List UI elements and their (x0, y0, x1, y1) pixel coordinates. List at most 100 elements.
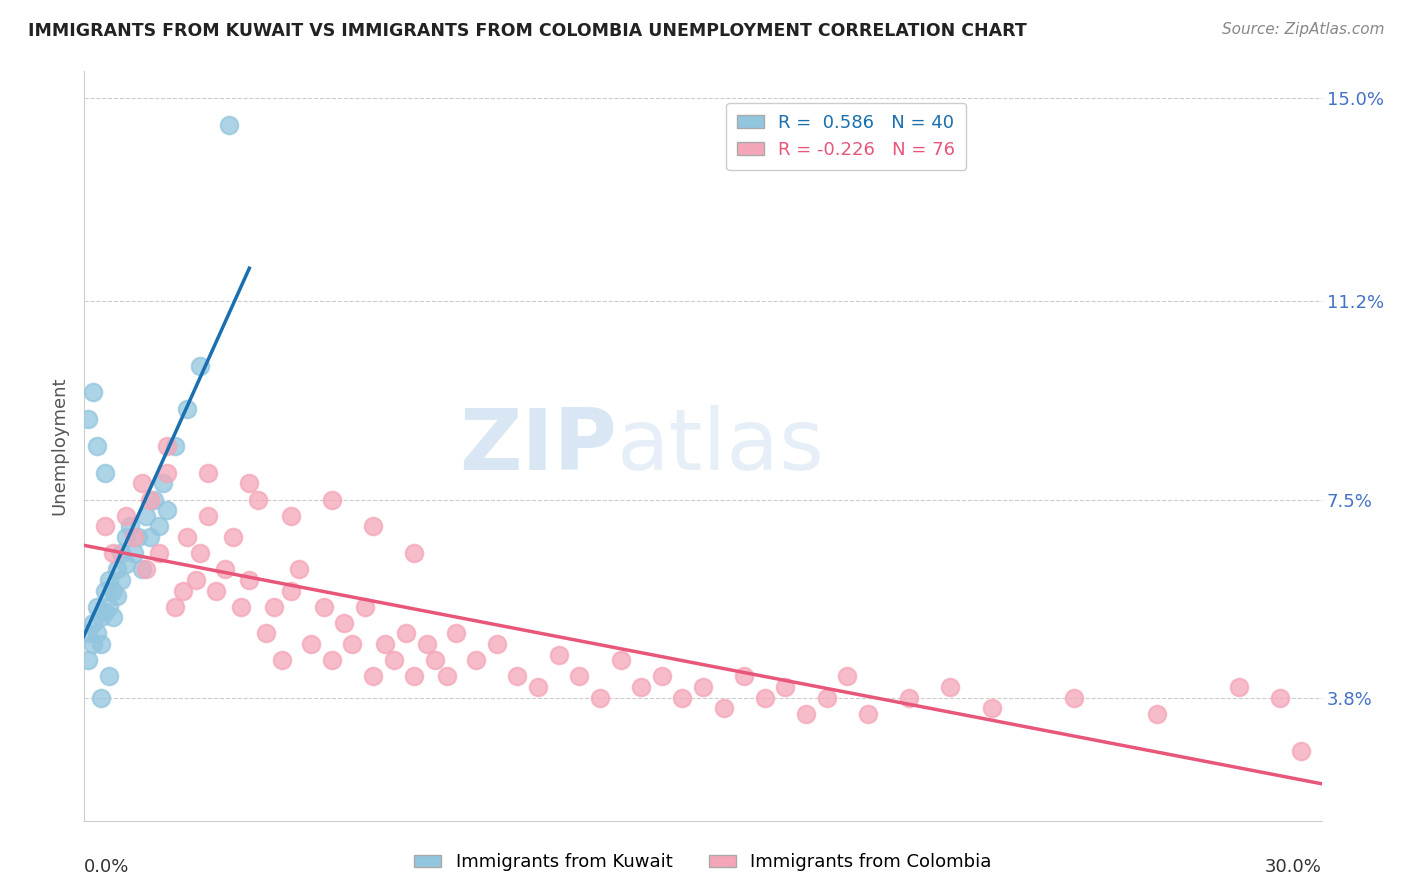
Text: IMMIGRANTS FROM KUWAIT VS IMMIGRANTS FROM COLOMBIA UNEMPLOYMENT CORRELATION CHAR: IMMIGRANTS FROM KUWAIT VS IMMIGRANTS FRO… (28, 22, 1026, 40)
Point (856, 706, 879, 721)
Point (568, 669, 591, 683)
Point (118, 519, 141, 533)
Point (94, 605, 117, 619)
Point (321, 653, 343, 667)
Point (342, 637, 364, 651)
Point (90, 610, 112, 624)
Point (197, 466, 219, 480)
Point (122, 530, 145, 544)
Point (692, 680, 714, 694)
Point (1063, 690, 1085, 705)
Point (980, 701, 1002, 715)
Point (103, 610, 125, 624)
Point (837, 669, 859, 683)
Point (197, 508, 219, 523)
Point (90, 637, 112, 651)
Point (122, 546, 145, 560)
Point (361, 669, 384, 683)
Point (103, 546, 125, 560)
Point (152, 476, 174, 491)
Text: 0.0%: 0.0% (84, 858, 129, 876)
Point (156, 439, 179, 453)
Point (176, 401, 198, 416)
Point (794, 706, 817, 721)
Point (280, 583, 302, 598)
Point (172, 583, 194, 598)
Point (131, 562, 153, 576)
Point (651, 669, 673, 683)
Legend: Immigrants from Kuwait, Immigrants from Colombia: Immigrants from Kuwait, Immigrants from … (408, 847, 998, 879)
Point (506, 669, 529, 683)
Point (188, 546, 211, 560)
Point (77, 653, 100, 667)
Point (135, 562, 157, 576)
Point (713, 701, 735, 715)
Point (404, 546, 426, 560)
Point (436, 669, 458, 683)
Point (156, 503, 179, 517)
Point (444, 626, 467, 640)
Text: atlas: atlas (616, 404, 824, 488)
Point (98, 599, 121, 614)
Point (131, 476, 153, 491)
Point (361, 519, 384, 533)
Point (148, 519, 170, 533)
Point (288, 562, 311, 576)
Point (176, 530, 198, 544)
Text: ZIP: ZIP (458, 404, 616, 488)
Point (90, 690, 112, 705)
Point (547, 648, 569, 662)
Point (395, 626, 418, 640)
Point (465, 653, 488, 667)
Point (86, 626, 108, 640)
Point (898, 690, 921, 705)
Text: Source: ZipAtlas.com: Source: ZipAtlas.com (1222, 22, 1385, 37)
Point (86, 439, 108, 453)
Point (271, 653, 294, 667)
Point (238, 476, 260, 491)
Point (589, 690, 612, 705)
Point (205, 583, 228, 598)
Point (143, 492, 166, 507)
Point (229, 599, 252, 614)
Point (214, 562, 236, 576)
Point (165, 439, 187, 453)
Point (82, 615, 104, 630)
Point (114, 508, 136, 523)
Point (139, 530, 162, 544)
Point (1227, 680, 1250, 694)
Point (135, 508, 157, 523)
Point (333, 615, 356, 630)
Point (321, 492, 343, 507)
Point (218, 118, 240, 132)
Point (775, 680, 797, 694)
Point (246, 492, 269, 507)
Point (103, 583, 125, 598)
Point (184, 573, 207, 587)
Point (94, 583, 117, 598)
Point (82, 385, 104, 400)
Point (1270, 690, 1292, 705)
Point (374, 637, 396, 651)
Point (77, 412, 100, 426)
Point (114, 530, 136, 544)
Point (423, 653, 446, 667)
Point (630, 680, 652, 694)
Point (165, 599, 187, 614)
Point (94, 519, 117, 533)
Point (353, 599, 375, 614)
Point (238, 573, 260, 587)
Point (754, 690, 776, 705)
Point (280, 508, 302, 523)
Point (114, 557, 136, 571)
Text: 30.0%: 30.0% (1265, 858, 1322, 876)
Point (127, 530, 149, 544)
Point (609, 653, 631, 667)
Point (671, 690, 693, 705)
Point (312, 599, 335, 614)
Point (77, 626, 100, 640)
Point (105, 562, 128, 576)
Point (299, 637, 322, 651)
Point (815, 690, 838, 705)
Point (98, 573, 121, 587)
